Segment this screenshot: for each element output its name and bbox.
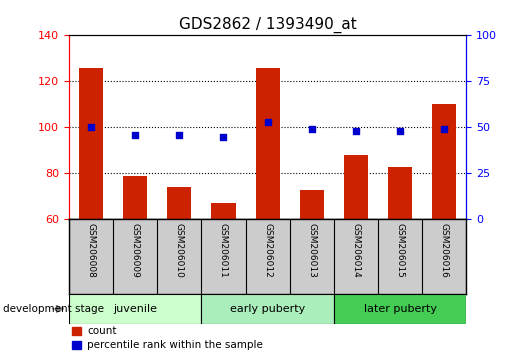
Text: GSM206008: GSM206008 xyxy=(86,223,95,278)
Bar xyxy=(69,294,201,324)
Text: GSM206011: GSM206011 xyxy=(219,223,228,278)
Point xyxy=(440,126,448,132)
Text: count: count xyxy=(87,326,117,336)
Point xyxy=(263,119,272,125)
Text: juvenile: juvenile xyxy=(113,304,157,314)
Text: GSM206014: GSM206014 xyxy=(351,223,360,278)
Text: percentile rank within the sample: percentile rank within the sample xyxy=(87,339,263,349)
Text: GSM206013: GSM206013 xyxy=(307,223,316,278)
Text: GSM206015: GSM206015 xyxy=(396,223,404,278)
Bar xyxy=(299,189,324,219)
Bar xyxy=(79,68,103,219)
Point xyxy=(307,126,316,132)
Point xyxy=(219,134,228,139)
Bar xyxy=(432,104,456,219)
Text: GSM206009: GSM206009 xyxy=(131,223,139,278)
Bar xyxy=(388,166,412,219)
Bar xyxy=(72,341,82,348)
Bar xyxy=(72,327,82,335)
Text: development stage: development stage xyxy=(3,304,104,314)
Text: later puberty: later puberty xyxy=(364,304,437,314)
Point xyxy=(131,132,139,138)
Point xyxy=(352,128,360,134)
Bar xyxy=(334,294,466,324)
Text: GSM206010: GSM206010 xyxy=(175,223,184,278)
Bar xyxy=(123,176,147,219)
Point xyxy=(87,125,95,130)
Text: GSM206016: GSM206016 xyxy=(440,223,449,278)
Point xyxy=(396,128,404,134)
Point xyxy=(175,132,183,138)
Bar xyxy=(211,203,236,219)
Bar xyxy=(201,294,334,324)
Bar xyxy=(167,187,191,219)
Bar xyxy=(255,68,280,219)
Title: GDS2862 / 1393490_at: GDS2862 / 1393490_at xyxy=(179,16,357,33)
Bar xyxy=(344,155,368,219)
Text: GSM206012: GSM206012 xyxy=(263,223,272,278)
Text: early puberty: early puberty xyxy=(230,304,305,314)
